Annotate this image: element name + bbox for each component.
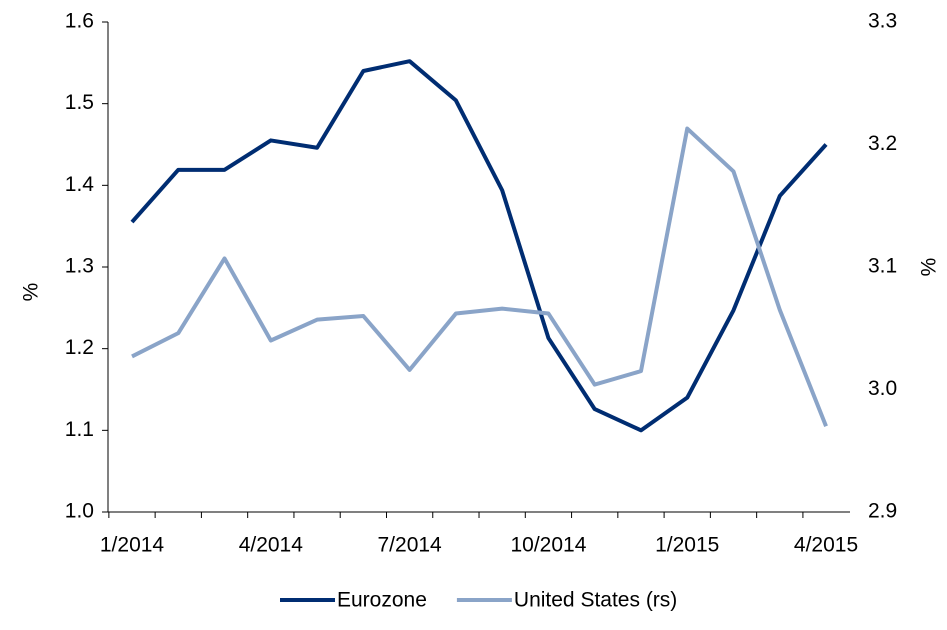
x-tick-label: 4/2015	[794, 534, 858, 557]
y2-tick-label: 3.0	[868, 377, 897, 400]
y-tick-label: 1.5	[65, 91, 94, 114]
x-tick-label: 7/2014	[378, 534, 443, 557]
y-tick-label: 1.2	[65, 336, 94, 359]
y2-axis-label: %	[918, 258, 941, 277]
y2-tick-label: 3.1	[868, 255, 897, 278]
x-tick-label: 4/2014	[239, 534, 304, 557]
x-tick-label: 10/2014	[510, 534, 586, 557]
y2-tick-label: 3.3	[868, 10, 897, 33]
y-tick-label: 1.3	[65, 255, 94, 278]
legend-label: United States (rs)	[514, 589, 677, 612]
y-tick-label: 1.6	[65, 10, 94, 33]
y2-tick-label: 3.2	[868, 132, 897, 155]
y-axis-label: %	[20, 283, 43, 302]
y2-tick-label: 2.9	[868, 500, 897, 523]
legend-label: Eurozone	[337, 589, 427, 612]
y-tick-label: 1.4	[65, 173, 95, 196]
y-tick-label: 1.1	[65, 418, 94, 441]
x-tick-label: 1/2014	[100, 534, 165, 557]
x-tick-label: 1/2015	[655, 534, 719, 557]
series-line	[130, 59, 828, 433]
y-tick-label: 1.0	[65, 500, 94, 523]
series-line	[131, 126, 828, 427]
